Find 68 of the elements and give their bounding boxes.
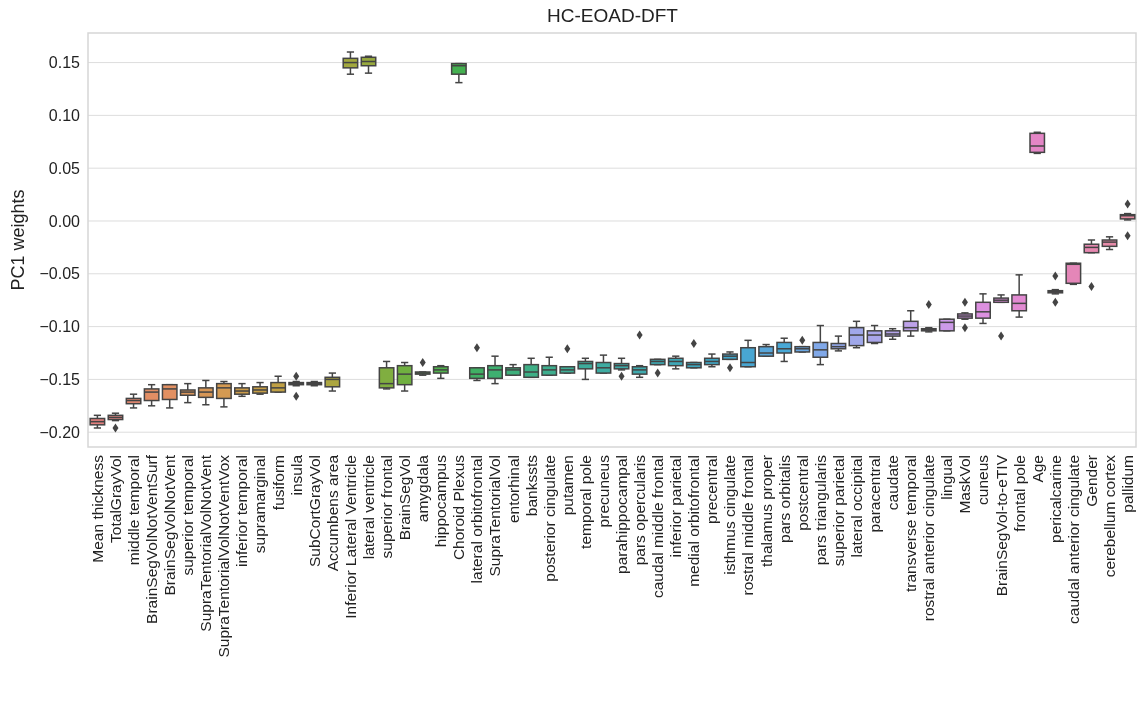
x-tick-label: isthmus cingulate [721, 455, 739, 575]
x-tick-label: BrainSegVolNotVentSurf [143, 454, 161, 624]
x-tick-label: lingual [938, 455, 956, 500]
x-tick-label: SubCortGrayVol [305, 455, 323, 567]
x-tick-label: rostral anterior cingulate [920, 455, 938, 622]
x-tick-label: postcentral [793, 455, 811, 531]
x-tick-label: MaskVol [956, 455, 974, 514]
x-tick-label: pars orbitalis [775, 454, 793, 543]
x-tick-label: Accumbens area [323, 454, 341, 572]
x-tick-label: inferior parietal [667, 455, 685, 558]
y-tick-label: −0.15 [39, 371, 81, 389]
x-tick-label: amygdala [414, 454, 432, 523]
x-tick-label: parahippocampal [612, 455, 630, 574]
x-tick-label: precuneus [594, 454, 612, 528]
x-tick-label: rostral middle frontal [739, 455, 757, 596]
x-tick-label: superior temporal [179, 455, 197, 576]
y-tick-label: −0.05 [39, 265, 81, 283]
x-tick-label: middle temporal [124, 455, 142, 566]
x-tick-label: SupraTentorialVolNotVent [197, 454, 215, 632]
y-axis-title: PC1 weights [8, 189, 28, 291]
x-tick-label: supramarginal [251, 455, 269, 554]
y-tick-label: 0.00 [48, 212, 81, 230]
x-tick-label: caudate [884, 455, 902, 511]
x-tick-label: precentral [703, 455, 721, 524]
x-tick-label: frontal pole [1010, 455, 1028, 532]
x-tick-label: entorhinal [504, 455, 522, 524]
x-tick-label: insula [287, 454, 305, 496]
x-tick-label: caudal anterior cingulate [1064, 455, 1082, 624]
x-tick-label: TotalGrayVol [106, 455, 124, 543]
x-tick-label: lateral orbitofrontal [468, 455, 486, 584]
x-tick-label: transverse temporal [902, 455, 920, 592]
x-tick-label: BrainSegVol [396, 455, 414, 541]
x-tick-label: pallidum [1119, 455, 1137, 513]
x-tick-label: bankssts [522, 454, 540, 517]
x-tick-label: lateral ventricle [359, 455, 377, 560]
x-tick-label: SupraTentorialVol [486, 455, 504, 577]
y-tick-label: 0.05 [48, 159, 81, 177]
x-tick-label: superior frontal [378, 455, 395, 559]
x-tick-label: Choroid Plexus [450, 454, 468, 561]
x-tick-label: fusiform [269, 455, 287, 511]
x-tick-label: lateral occipital [847, 455, 865, 558]
x-tick-label: pars opercularis [631, 454, 649, 566]
x-tick-label: temporal pole [576, 455, 594, 549]
y-tick-label: −0.10 [39, 318, 81, 336]
x-tick-label: Gender [1082, 455, 1100, 507]
y-tick-label: 0.10 [48, 106, 81, 124]
x-tick-label: BrainSegVol-to-eTIV [992, 454, 1010, 597]
y-tick-label: −0.20 [39, 423, 81, 441]
x-tick-label: cerebellum cortex [1100, 454, 1118, 578]
x-tick-label: BrainSegVolNotVent [161, 454, 179, 596]
x-tick-label: pars triangularis [811, 454, 829, 566]
x-tick-label: posterior cingulate [540, 455, 558, 582]
x-tick-label: pericalcarine [1046, 455, 1064, 543]
x-tick-label: medial orbitofrontal [685, 455, 703, 587]
x-tick-label: superior parietal [829, 455, 847, 567]
x-tick-label: caudal middle frontal [649, 455, 667, 599]
x-tick-label: SupraTentorialVolNotVentVox [215, 454, 233, 658]
x-tick-label: paracentral [865, 455, 883, 533]
x-tick-label: inferior temporal [233, 455, 251, 567]
x-tick-label: thalamus proper [757, 455, 775, 568]
x-tick-label: Inferior Lateral Ventricle [341, 455, 359, 619]
x-tick-label: cuneus [974, 454, 992, 505]
x-tick-label: Age [1028, 455, 1046, 483]
x-tick-label: Mean thickness [88, 454, 106, 563]
x-tick-label: hippocampus [432, 454, 450, 548]
x-tick-label: putamen [558, 455, 576, 516]
y-tick-label: 0.15 [48, 54, 81, 72]
chart-title: HC-EOAD-DFT [547, 5, 679, 26]
